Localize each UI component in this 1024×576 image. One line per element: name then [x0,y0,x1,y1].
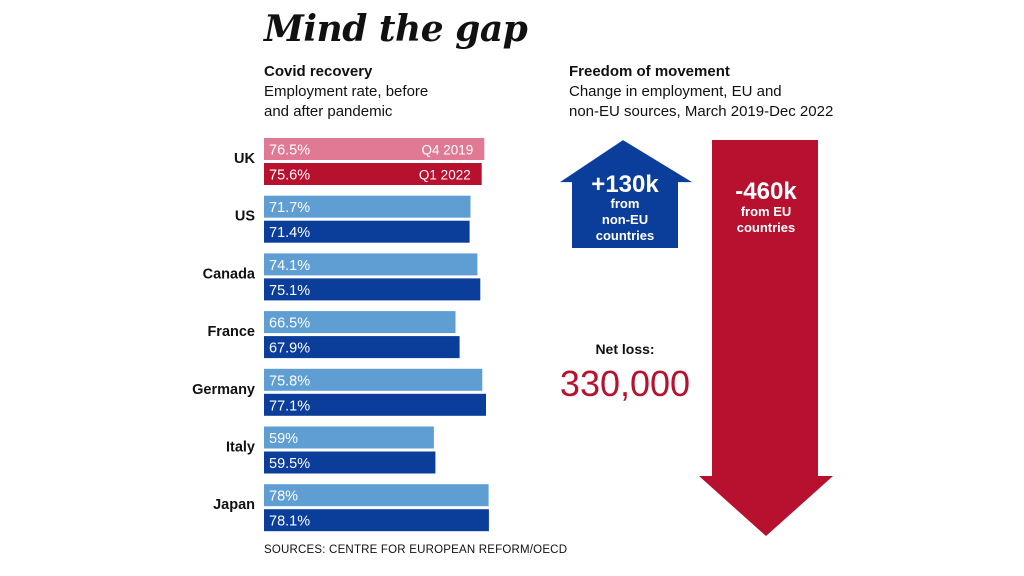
bar [264,451,436,474]
source-note: SOURCES: CENTRE FOR EUROPEAN REFORM/OECD [264,544,568,556]
up-arrow-value: +130k [591,171,659,198]
bar-value-label: 59% [269,431,298,447]
up-arrow [560,140,692,248]
right-panel-header: Freedom of movement Change in employment… [569,62,869,122]
down-arrow [699,140,833,537]
category-label: UK [234,151,255,167]
right-panel-subheading: Change in employment, EU and non-EU sour… [569,83,834,120]
bar-value-label: 74.1% [269,258,310,274]
bar-value-label: 71.4% [269,225,310,241]
bar [264,220,470,243]
page-title: Mind the gap [264,8,528,50]
category-label: Germany [192,382,255,398]
bar [264,163,482,185]
category-label: Japan [213,497,255,513]
bar-value-label: 78% [269,489,298,505]
down-arrow-label: countries [737,220,796,235]
up-arrow-label: non-EU [602,212,648,227]
bar-value-label: 71.7% [269,200,310,216]
bar-value-label: 67.9% [269,341,310,357]
down-arrow-value: -460k [735,178,797,205]
left-panel-subheading: Employment rate, before and after pandem… [264,83,429,120]
bar-value-label: 59.5% [269,456,310,472]
left-panel-header: Covid recovery Employment rate, before a… [264,62,524,122]
bar [264,278,481,301]
bar-value-label: 75.6% [269,168,310,184]
bar-value-label: 77.1% [269,398,310,414]
left-panel-heading: Covid recovery [264,63,373,80]
right-panel-heading: Freedom of movement [569,63,730,80]
series-label: Q1 2022 [419,168,471,183]
bar [264,138,485,160]
category-label: US [235,209,255,225]
bar [264,195,471,218]
bar-value-label: 78.1% [269,514,310,530]
bar-value-label: 66.5% [269,316,310,332]
bar [264,368,483,391]
bar-value-label: 75.8% [269,373,310,389]
net-value: 330,000 [560,363,690,404]
up-arrow-label: countries [596,228,655,243]
bar [264,311,456,334]
series-label: Q4 2019 [422,143,474,158]
bar [264,336,460,359]
bar [264,484,489,507]
bar [264,393,486,416]
bar-value-label: 75.1% [269,283,310,299]
down-arrow-label: from EU [741,204,792,219]
bar [264,253,478,276]
bar [264,509,489,532]
category-label: Canada [203,266,256,282]
net-label: Net loss: [595,341,654,357]
bar [264,426,434,449]
bar-value-label: 76.5% [269,143,310,159]
category-label: Italy [226,440,255,456]
category-label: France [207,324,255,340]
up-arrow-label: from [611,196,640,211]
